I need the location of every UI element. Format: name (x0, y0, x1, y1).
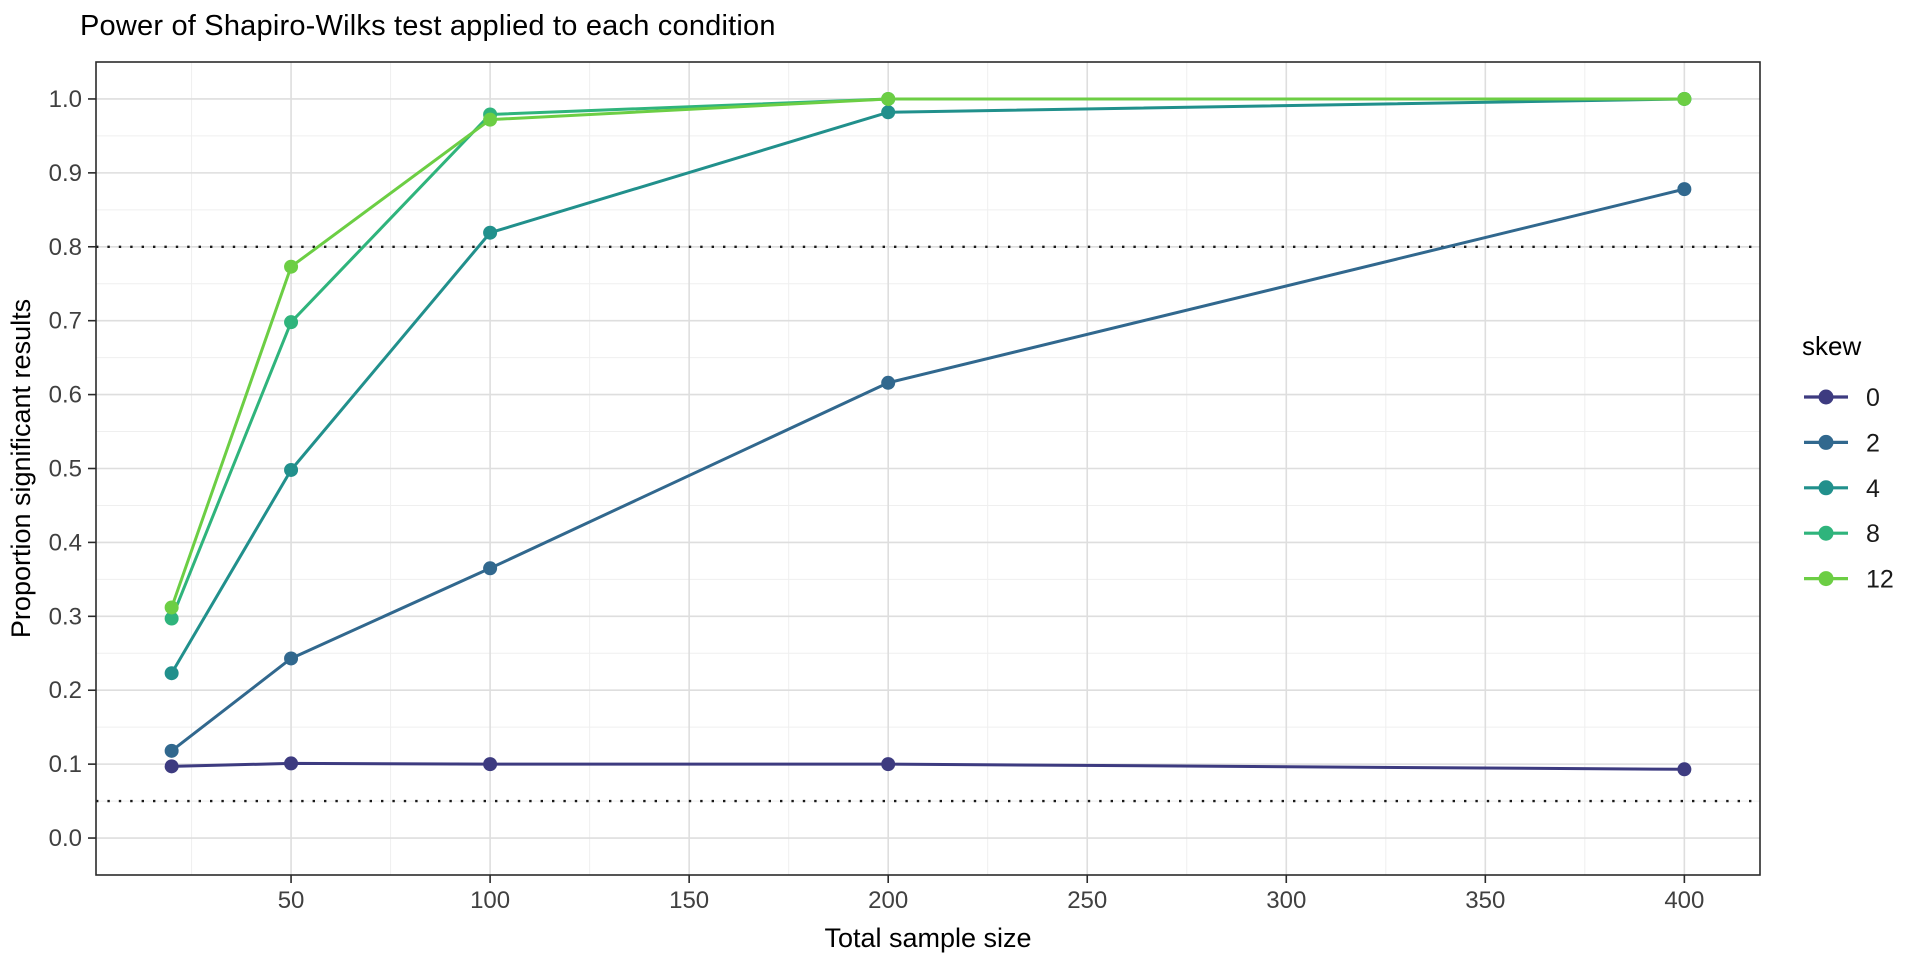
legend-key-point (1818, 525, 1834, 541)
x-tick-label: 100 (470, 887, 510, 914)
data-point (164, 600, 179, 615)
y-tick-label: 0.8 (49, 234, 82, 261)
data-point (1677, 182, 1692, 197)
legend-item-label: 8 (1866, 520, 1880, 548)
x-axis: 50 100 150 200 250 300 350 400 Total sample size (278, 875, 1704, 953)
legend-item-skew-2: 2 (1804, 429, 1880, 457)
data-point (881, 757, 896, 772)
data-point (284, 259, 299, 274)
data-point (483, 561, 498, 576)
y-tick-label: 0.9 (49, 160, 82, 187)
x-tick-label: 300 (1266, 887, 1306, 914)
legend-item-skew-0: 0 (1804, 384, 1880, 412)
data-point (881, 375, 896, 390)
y-axis-title: Proportion significant results (6, 299, 36, 638)
x-tick-label: 400 (1664, 887, 1704, 914)
legend-item-label: 12 (1866, 566, 1894, 594)
legend-item-label: 2 (1866, 429, 1880, 457)
data-point (483, 757, 498, 772)
data-point (1677, 762, 1692, 777)
legend-title: skew (1802, 331, 1861, 361)
chart-title: Power of Shapiro-Wilks test applied to e… (80, 10, 776, 42)
data-point (284, 651, 299, 666)
y-tick-label: 1.0 (49, 86, 82, 113)
x-tick-label: 250 (1067, 887, 1107, 914)
data-point (1677, 91, 1692, 106)
y-tick-label: 0.4 (49, 529, 82, 556)
series-skew-12 (164, 91, 1692, 615)
x-tick-label: 150 (669, 887, 709, 914)
data-point (164, 759, 179, 774)
x-axis-title: Total sample size (824, 923, 1031, 953)
data-point (483, 112, 498, 127)
y-tick-label: 0.7 (49, 308, 82, 335)
data-point (284, 315, 299, 330)
data-point (284, 756, 299, 771)
legend-item-skew-4: 4 (1804, 475, 1880, 503)
y-tick-label: 0.1 (49, 751, 82, 778)
series-skew-0 (164, 756, 1692, 777)
legend-item-skew-8: 8 (1804, 520, 1880, 548)
data-point (164, 666, 179, 681)
data-point (881, 105, 896, 120)
series-skew-2 (164, 182, 1692, 758)
data-point (164, 743, 179, 758)
data-point (284, 462, 299, 477)
legend-key-point (1818, 571, 1834, 587)
y-tick-label: 0.5 (49, 456, 82, 483)
data-point (164, 611, 179, 626)
x-tick-label: 350 (1465, 887, 1505, 914)
legend-item-label: 4 (1866, 475, 1880, 503)
x-tick-label: 50 (278, 887, 305, 914)
x-tick-label: 200 (868, 887, 908, 914)
legend-key-point (1818, 389, 1834, 405)
y-axis: 0.0 0.1 0.2 0.3 0.4 0.5 0.6 0.7 0.8 0.9 1.0 Proport… (6, 86, 96, 852)
legend-key-point (1818, 434, 1834, 450)
legend-key-point (1818, 480, 1834, 496)
legend-item-skew-12: 12 (1804, 566, 1894, 594)
y-tick-label: 0.6 (49, 382, 82, 409)
data-point (881, 91, 896, 106)
y-tick-label: 0.2 (49, 677, 82, 704)
data-point (483, 225, 498, 240)
y-tick-label: 0.3 (49, 603, 82, 630)
y-tick-label: 0.0 (49, 825, 82, 852)
legend-item-label: 0 (1866, 384, 1880, 412)
